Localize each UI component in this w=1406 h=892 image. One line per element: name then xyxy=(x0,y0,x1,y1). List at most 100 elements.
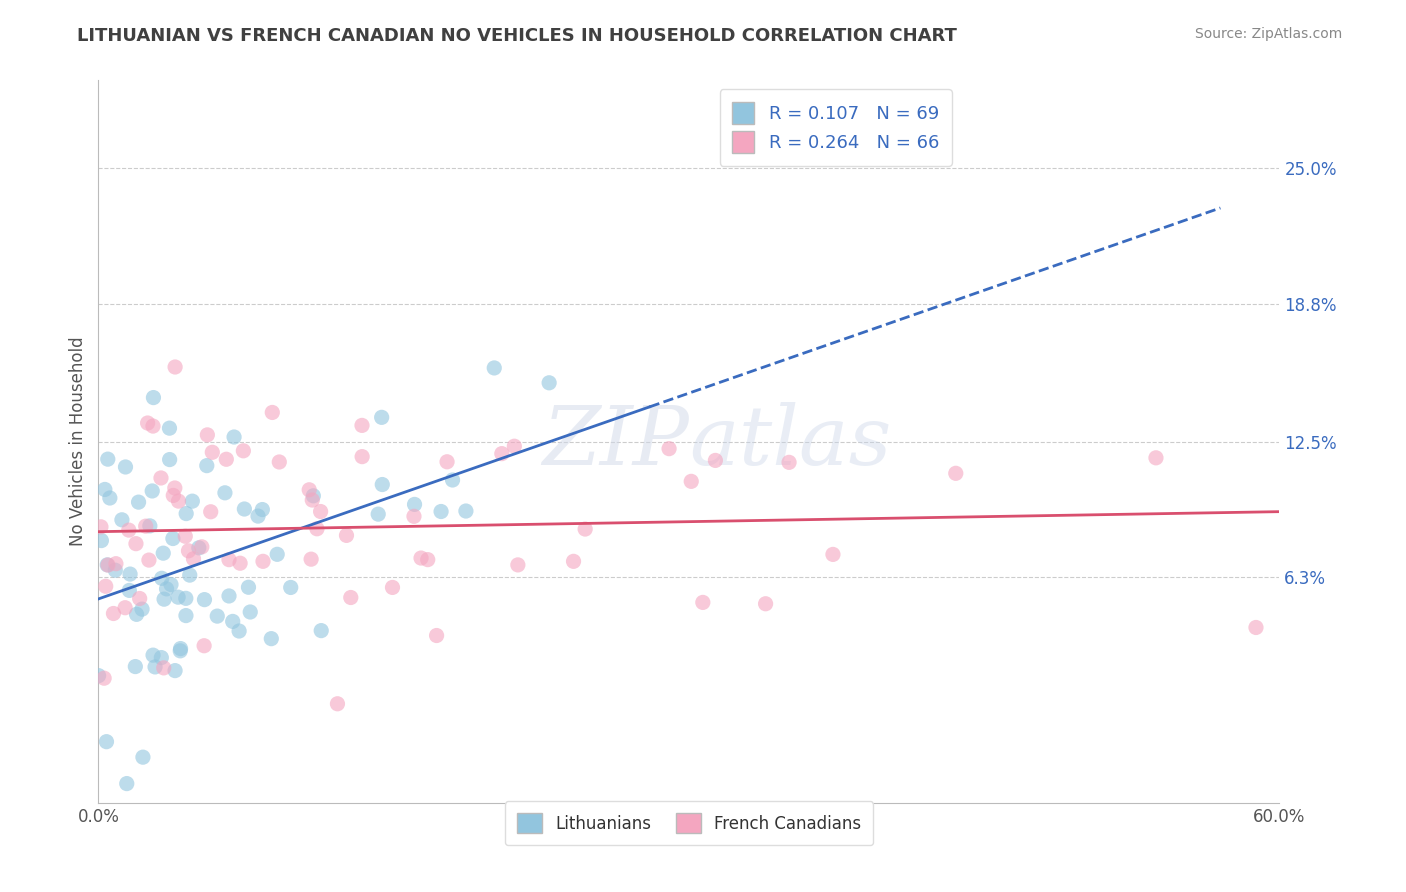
Point xyxy=(90,520,112,534)
Point xyxy=(174,529,197,543)
Point xyxy=(103,607,125,621)
Point xyxy=(162,532,184,546)
Point xyxy=(174,507,197,521)
Point xyxy=(352,450,374,464)
Point xyxy=(350,418,373,433)
Point xyxy=(681,475,703,489)
Point xyxy=(309,504,332,518)
Point xyxy=(115,776,138,790)
Point xyxy=(367,507,389,521)
Point xyxy=(402,509,425,524)
Point xyxy=(436,455,458,469)
Point xyxy=(484,360,506,375)
Text: LITHUANIAN VS FRENCH CANADIAN NO VEHICLES IN HOUSEHOLD CORRELATION CHART: LITHUANIAN VS FRENCH CANADIAN NO VEHICLE… xyxy=(77,27,957,45)
Point xyxy=(162,488,184,502)
Point xyxy=(704,453,727,467)
Point xyxy=(96,734,118,748)
Point xyxy=(326,697,349,711)
Point xyxy=(191,540,214,554)
Point xyxy=(150,650,173,665)
Point xyxy=(104,563,127,577)
Point xyxy=(207,609,229,624)
Point xyxy=(454,504,477,518)
Point xyxy=(142,391,165,405)
Point xyxy=(114,600,136,615)
Point xyxy=(506,558,529,572)
Point xyxy=(152,546,174,560)
Point xyxy=(93,671,115,685)
Text: ZIP: ZIP xyxy=(543,401,689,482)
Point xyxy=(538,376,561,390)
Point xyxy=(174,608,197,623)
Point xyxy=(233,502,256,516)
Point xyxy=(131,602,153,616)
Point xyxy=(430,504,453,518)
Point xyxy=(302,489,325,503)
Point xyxy=(142,419,165,434)
Point xyxy=(193,639,215,653)
Point xyxy=(96,558,118,572)
Point xyxy=(201,445,224,459)
Point xyxy=(778,455,800,469)
Point xyxy=(215,452,238,467)
Point xyxy=(491,447,513,461)
Point xyxy=(692,595,714,609)
Point xyxy=(252,554,274,568)
Point xyxy=(309,624,332,638)
Point xyxy=(200,505,222,519)
Point xyxy=(149,471,172,485)
Point xyxy=(159,421,181,435)
Point xyxy=(1144,450,1167,465)
Point xyxy=(441,473,464,487)
Point xyxy=(87,668,110,682)
Point xyxy=(160,577,183,591)
Point xyxy=(416,552,439,566)
Point xyxy=(94,483,117,497)
Legend: Lithuanians, French Canadians: Lithuanians, French Canadians xyxy=(505,801,873,845)
Point xyxy=(193,592,215,607)
Point xyxy=(266,547,288,561)
Point xyxy=(371,477,394,491)
Point xyxy=(229,556,252,570)
Point xyxy=(945,467,967,481)
Point xyxy=(238,580,260,594)
Point xyxy=(381,581,404,595)
Point xyxy=(228,624,250,638)
Point xyxy=(150,571,173,585)
Point xyxy=(183,551,205,566)
Point xyxy=(222,615,245,629)
Point xyxy=(169,641,191,656)
Point xyxy=(163,481,186,495)
Point xyxy=(177,544,200,558)
Point xyxy=(195,428,218,442)
Point xyxy=(90,533,112,548)
Point xyxy=(98,491,121,505)
Point xyxy=(167,494,190,508)
Point xyxy=(181,494,204,508)
Point xyxy=(503,439,526,453)
Point xyxy=(152,661,174,675)
Point xyxy=(128,591,150,606)
Point xyxy=(252,502,274,516)
Point xyxy=(218,589,240,603)
Point xyxy=(299,552,322,566)
Point xyxy=(821,548,844,562)
Point xyxy=(1244,620,1267,634)
Point xyxy=(125,607,148,622)
Point xyxy=(218,552,240,566)
Point xyxy=(562,554,585,568)
Y-axis label: No Vehicles in Household: No Vehicles in Household xyxy=(69,336,87,547)
Point xyxy=(755,597,778,611)
Point xyxy=(280,581,302,595)
Point xyxy=(118,583,141,598)
Point xyxy=(104,557,127,571)
Text: Source: ZipAtlas.com: Source: ZipAtlas.com xyxy=(1195,27,1343,41)
Text: atlas: atlas xyxy=(689,401,891,482)
Point xyxy=(222,430,245,444)
Point xyxy=(574,522,596,536)
Point xyxy=(260,632,283,646)
Point xyxy=(125,536,148,550)
Point xyxy=(111,513,134,527)
Point xyxy=(139,519,162,533)
Point xyxy=(136,416,159,430)
